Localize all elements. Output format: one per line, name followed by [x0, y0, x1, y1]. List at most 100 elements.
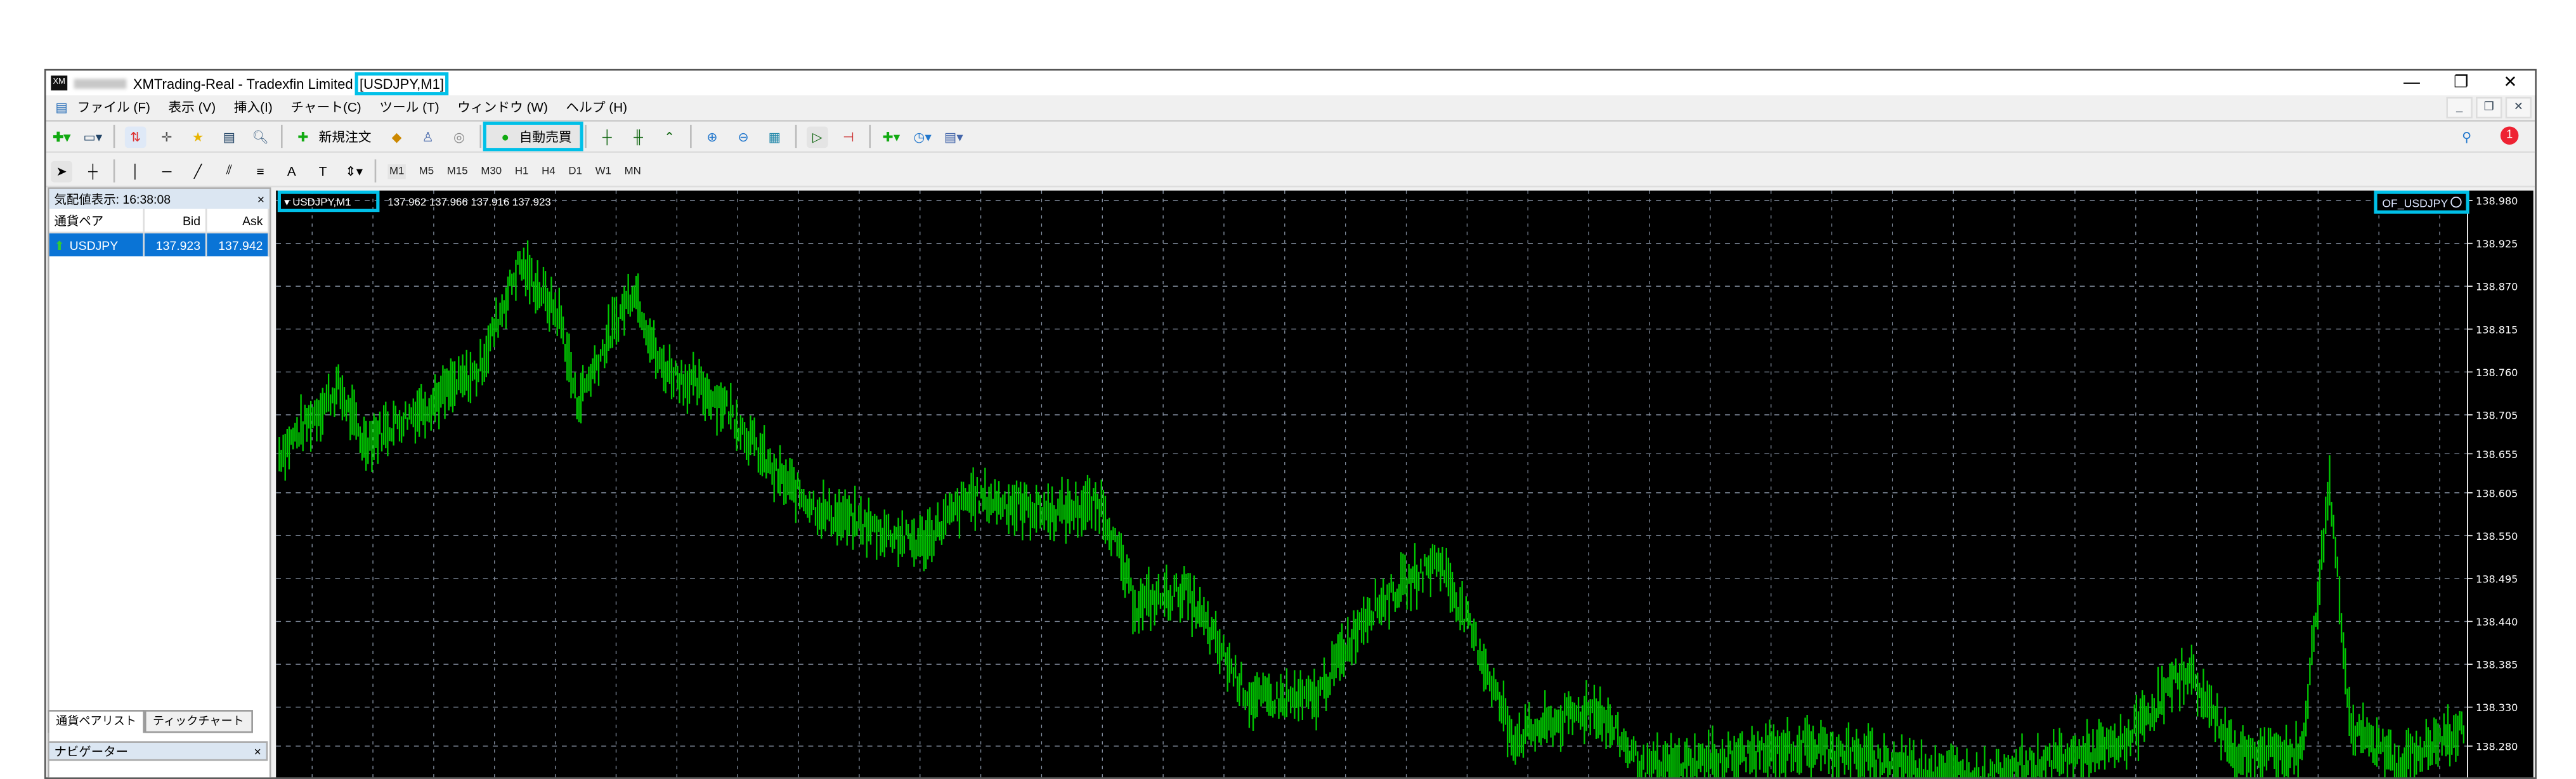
chart-window-icon: ▤ — [55, 100, 68, 115]
close-button[interactable]: ✕ — [2503, 74, 2518, 93]
tab-symbols[interactable]: 通貨ペアリスト — [48, 710, 145, 733]
restore-button[interactable]: ❐ — [2454, 74, 2469, 93]
equidistant-channel-icon[interactable]: ⫽ — [226, 162, 233, 178]
signals-icon[interactable]: ♙ — [422, 129, 434, 144]
timeframe-h1[interactable]: H1 — [514, 165, 529, 177]
auto-trading-icon: ● — [501, 129, 509, 144]
minimize-button[interactable]: — — [2404, 74, 2420, 93]
redacted-account — [74, 78, 127, 88]
chart-symbol: ▾ USDJPY,M1 — [284, 196, 351, 208]
navigator-title: ナビゲーター — [54, 743, 129, 759]
price-label: 138.815 — [2476, 324, 2518, 336]
auto-scroll-icon[interactable]: ▷ — [806, 126, 828, 147]
smiley-icon — [2450, 196, 2462, 208]
terminal-icon[interactable]: ▤ — [223, 129, 236, 144]
price-label: 138.925 — [2476, 238, 2518, 250]
navigator-header: ナビゲーター × — [48, 741, 268, 761]
timeframe-d1[interactable]: D1 — [568, 165, 582, 177]
timeframe-m30[interactable]: M30 — [481, 165, 502, 177]
text-label-icon[interactable]: T — [318, 163, 327, 179]
table-row[interactable]: ⬆ USDJPY 137.923 137.942 — [49, 233, 270, 257]
column-bid[interactable]: Bid — [145, 209, 207, 232]
standard-toolbar: ✚▾ ▭▾ ⇅ ✛ ★ ▤ 🔍︎ ✚ 新規注文 ◆ ♙ ◎ ● 自動売買 ┼ ╫… — [46, 121, 2535, 153]
menu-window[interactable]: ウィンドウ (W) — [457, 100, 548, 115]
vertical-line-icon[interactable]: │ — [131, 163, 140, 179]
price-label: 138.330 — [2476, 702, 2518, 714]
bar-chart-icon[interactable]: ┼ — [602, 129, 612, 144]
mdi-restore-button[interactable]: ❐ — [2476, 96, 2502, 119]
line-chart-icon[interactable]: ⌃ — [663, 129, 675, 144]
window-title: XMTrading-Real - Tradexfin Limited — [133, 74, 353, 91]
auto-trading-button[interactable]: ● 自動売買 — [483, 121, 583, 152]
chart-shift-icon[interactable]: ⊣ — [843, 129, 855, 144]
new-order-icon[interactable]: ✚ — [297, 129, 309, 144]
text-icon[interactable]: A — [287, 163, 296, 179]
new-order-button[interactable]: 新規注文 — [318, 129, 372, 144]
price-label: 138.440 — [2476, 616, 2518, 628]
column-ask[interactable]: Ask — [207, 209, 270, 232]
price-label: 138.495 — [2476, 573, 2518, 585]
price-label: 138.605 — [2476, 487, 2518, 499]
bid-cell: 137.923 — [145, 233, 207, 257]
title-bar: XM XMTrading-Real - Tradexfin Limited [U… — [46, 70, 2535, 96]
chart-ohlc: 137.962 137.966 137.916 137.923 — [387, 196, 550, 208]
candlestick-icon[interactable]: ╫ — [634, 129, 643, 144]
timeframe-m5[interactable]: M5 — [419, 165, 434, 177]
price-label: 138.655 — [2476, 448, 2518, 461]
menu-help[interactable]: ヘルプ (H) — [566, 100, 628, 115]
timeframe-h4[interactable]: H4 — [542, 165, 556, 177]
search-icon[interactable]: ⚲ — [2462, 129, 2472, 144]
new-chart-icon[interactable]: ✚▾ — [53, 129, 71, 144]
strategy-tester-icon[interactable]: 🔍︎ — [252, 129, 269, 144]
auto-trading-label: 自動売買 — [519, 129, 572, 144]
market-watch-close[interactable]: × — [257, 191, 265, 207]
data-window-icon[interactable]: ✛ — [161, 129, 172, 144]
timeframe-m15[interactable]: M15 — [446, 165, 468, 177]
menu-insert[interactable]: 挿入(I) — [233, 100, 273, 115]
expert-name: OF_USDJPY — [2382, 197, 2448, 210]
tab-tick-chart[interactable]: ティックチャート — [144, 710, 252, 733]
market-watch-icon[interactable]: ⇅ — [124, 126, 146, 147]
timeframe-mn[interactable]: MN — [624, 165, 641, 177]
timeframe-w1[interactable]: W1 — [595, 165, 611, 177]
zoom-out-icon[interactable]: ⊖ — [738, 129, 749, 144]
price-label: 138.980 — [2476, 195, 2518, 207]
market-watch-header: 気配値表示: 16:38:08 × — [49, 188, 270, 209]
menu-chart[interactable]: チャート(C) — [290, 100, 361, 115]
menu-tools[interactable]: ツール (T) — [379, 100, 439, 115]
trendline-icon[interactable]: ╱ — [193, 163, 202, 179]
terminal-window: XM XMTrading-Real - Tradexfin Limited [U… — [44, 69, 2537, 779]
timeframe-m1[interactable]: M1 — [387, 163, 406, 179]
indicators-icon[interactable]: ✚▾ — [882, 129, 901, 144]
cursor-icon[interactable]: ➤ — [51, 160, 72, 182]
navigator-close[interactable]: × — [254, 743, 261, 759]
line-studies-toolbar: ➤ ┼ │ ─ ╱ ⫽ ≡ A T ⇕▾ M1 M5 M15 M30 H1 H4… — [46, 156, 2535, 188]
app-logo-icon: XM — [51, 75, 68, 91]
price-label: 138.870 — [2476, 281, 2518, 293]
menu-view[interactable]: 表示 (V) — [168, 100, 216, 115]
vps-icon[interactable]: ◎ — [453, 129, 465, 144]
tile-windows-icon[interactable]: ▦ — [768, 129, 781, 144]
menu-file[interactable]: ファイル (F) — [77, 100, 150, 115]
price-label: 138.705 — [2476, 409, 2518, 421]
market-watch-tabs: 通貨ペアリスト ティックチャート — [48, 710, 252, 733]
price-label: 138.280 — [2476, 741, 2518, 753]
navigator-icon[interactable]: ★ — [192, 129, 204, 144]
column-symbol[interactable]: 通貨ペア — [49, 209, 145, 232]
arrows-icon[interactable]: ⇕▾ — [345, 163, 363, 179]
mdi-minimize-button[interactable]: _ — [2446, 96, 2473, 119]
market-watch-title: 気配値表示: 16:38:08 — [54, 191, 171, 207]
symbol-name: USDJPY — [69, 237, 119, 252]
crosshair-icon[interactable]: ┼ — [88, 163, 98, 179]
periods-icon[interactable]: ◷▾ — [913, 129, 932, 144]
mdi-close-button[interactable]: ✕ — [2505, 96, 2532, 119]
fibonacci-icon[interactable]: ≡ — [256, 163, 264, 179]
price-chart[interactable]: 138.980 138.925 138.870 138.815 138.760 138.7… — [276, 190, 2534, 779]
profiles-icon[interactable]: ▭▾ — [83, 129, 103, 144]
zoom-in-icon[interactable]: ⊕ — [706, 129, 718, 144]
symbol-highlight — [277, 190, 380, 213]
notifications-badge[interactable]: 1 — [2500, 126, 2519, 145]
templates-icon[interactable]: ▤▾ — [944, 129, 963, 144]
horizontal-line-icon[interactable]: ─ — [162, 163, 172, 179]
metaeditor-icon[interactable]: ◆ — [391, 129, 402, 144]
